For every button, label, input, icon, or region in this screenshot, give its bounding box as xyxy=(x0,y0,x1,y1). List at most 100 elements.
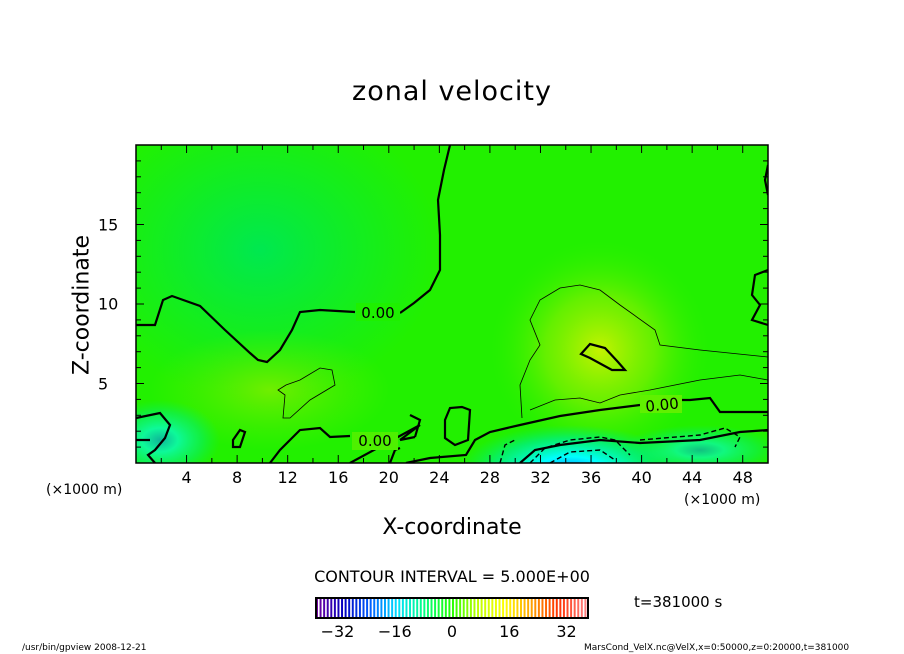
colorbar-swatch xyxy=(527,598,530,618)
colorbar-swatch xyxy=(552,598,555,618)
colorbar-swatch xyxy=(398,598,401,618)
x-tick-label: 20 xyxy=(378,468,399,487)
colorbar-swatch xyxy=(498,598,501,618)
x-tick-label: 16 xyxy=(328,468,349,487)
colorbar-swatch xyxy=(437,598,440,618)
footer-left: /usr/bin/gpview 2008-12-21 xyxy=(22,643,147,653)
contour-labels: 0.00 0.00 0.00 xyxy=(352,303,682,450)
colorbar-swatch xyxy=(584,598,587,618)
colorbar-swatch xyxy=(573,598,576,618)
colorbar-swatch xyxy=(423,598,426,618)
footer-right: MarsCond_VelX.nc@VelX,x=0:50000,z=0:2000… xyxy=(584,643,850,653)
x-tick-label: 12 xyxy=(277,468,298,487)
colorbar-swatch xyxy=(376,598,379,618)
contour-zero xyxy=(750,164,768,327)
colorbar-swatch xyxy=(494,598,497,618)
colorbar-swatch xyxy=(330,598,333,618)
colorbar xyxy=(315,597,589,619)
contour-label: 0.00 xyxy=(645,394,680,415)
contour-positive xyxy=(277,367,336,419)
colorbar-swatch xyxy=(319,598,322,618)
colorbar-swatch xyxy=(459,598,462,618)
colorbar-swatch xyxy=(430,598,433,618)
colorbar-swatch xyxy=(426,598,429,618)
colorbar-swatch xyxy=(409,598,412,618)
contour-zero xyxy=(136,411,172,463)
colorbar-swatch xyxy=(537,598,540,618)
colorbar-swatch xyxy=(473,598,476,618)
x-unit-label: (×1000 m) xyxy=(684,492,761,508)
contour-zero xyxy=(409,405,472,447)
colorbar-swatch xyxy=(469,598,472,618)
colorbar-swatch xyxy=(505,598,508,618)
y-axis-label: Z-coordinate xyxy=(69,235,95,375)
axis-ticks xyxy=(135,144,769,464)
x-tick-label: 40 xyxy=(631,468,652,487)
x-tick-label: 4 xyxy=(181,468,192,487)
contour-lines xyxy=(136,145,768,463)
colorbar-swatch xyxy=(559,598,562,618)
colorbar-swatch xyxy=(323,598,326,618)
time-label: t=381000 s xyxy=(634,593,723,611)
colorbar-swatch xyxy=(487,598,490,618)
contour-label: 0.00 xyxy=(358,432,391,450)
colorbar-swatch xyxy=(416,598,419,618)
colorbar-tick-label: 0 xyxy=(446,622,458,641)
x-tick-label: 28 xyxy=(479,468,501,487)
colorbar-frame xyxy=(315,597,589,619)
colorbar-swatch xyxy=(366,598,369,618)
colorbar-swatch xyxy=(391,598,394,618)
x-tick-label: 24 xyxy=(429,468,450,487)
y-tick-label: 15 xyxy=(98,215,119,234)
y-tick-label: 10 xyxy=(98,294,119,314)
colorbar-swatch xyxy=(480,598,483,618)
colorbar-swatch xyxy=(348,598,351,618)
contour-positive xyxy=(519,284,768,419)
x-tick-label: 32 xyxy=(530,468,551,487)
colorbar-tick-label: −32 xyxy=(320,622,355,641)
colorbar-swatch xyxy=(491,598,494,618)
x-tick-label: 44 xyxy=(681,468,703,487)
colorbar-swatch xyxy=(326,598,329,618)
colorbar-tick-label: −16 xyxy=(377,622,412,641)
colorbar-swatch xyxy=(412,598,415,618)
colorbar-swatch xyxy=(401,598,404,618)
colorbar-swatch xyxy=(384,598,386,618)
colorbar-swatch xyxy=(509,598,512,618)
colorbar-swatch xyxy=(516,598,519,618)
colorbar-tick-label: 16 xyxy=(499,622,520,641)
colorbar-swatch xyxy=(394,598,397,618)
colorbar-swatch xyxy=(355,598,358,618)
chart-title: zonal velocity xyxy=(352,76,552,107)
x-unit-label: (×1000 m) xyxy=(46,482,123,498)
colorbar-swatch xyxy=(405,598,408,618)
contour-zero xyxy=(579,342,628,372)
colorbar-swatch xyxy=(545,598,548,618)
colorbar-swatch xyxy=(555,598,558,618)
colorbar-swatch xyxy=(444,598,447,618)
colorbar-swatch xyxy=(530,598,533,618)
colorbar-swatch xyxy=(484,598,487,618)
colorbar-swatch xyxy=(562,598,565,618)
colorbar-swatch xyxy=(512,598,515,618)
colorbar-swatch xyxy=(534,598,537,618)
contour-positive xyxy=(529,374,768,411)
colorbar-swatch xyxy=(455,598,458,618)
colorbar-swatch xyxy=(362,598,365,618)
colorbar-swatch xyxy=(462,598,465,618)
colorbar-swatch xyxy=(333,598,336,618)
colorbar-swatch xyxy=(577,598,580,618)
contour-zero xyxy=(136,145,452,364)
colorbar-swatch xyxy=(373,598,376,618)
colorbar-swatch xyxy=(337,598,340,618)
colorbar-swatch xyxy=(419,598,422,618)
contour-label: 0.00 xyxy=(361,304,394,322)
colorbar-swatch xyxy=(570,598,573,618)
colorbar-swatch xyxy=(387,598,390,618)
colorbar-swatch xyxy=(369,598,372,618)
heatmap-field: 0.00 0.00 0.00 xyxy=(136,145,768,463)
x-axis-label: X-coordinate xyxy=(382,515,522,540)
colorbar-tick-label: 32 xyxy=(556,622,577,641)
colorbar-swatch xyxy=(523,598,526,618)
